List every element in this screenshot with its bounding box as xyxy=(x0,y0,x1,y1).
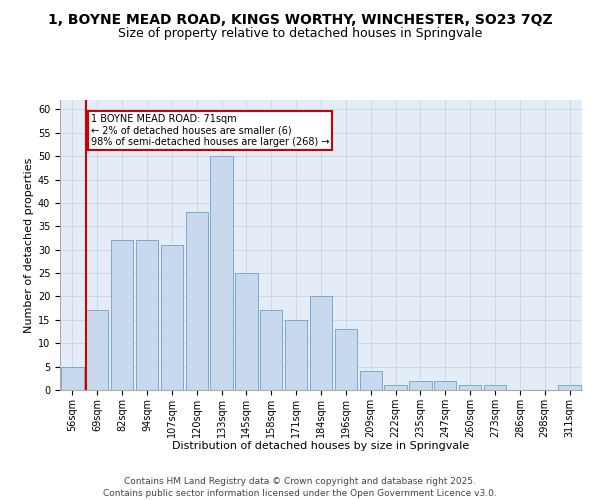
Bar xyxy=(61,366,83,390)
Bar xyxy=(385,386,407,390)
Bar xyxy=(111,240,133,390)
Bar xyxy=(335,329,357,390)
Bar xyxy=(484,386,506,390)
Text: 1 BOYNE MEAD ROAD: 71sqm
← 2% of detached houses are smaller (6)
98% of semi-det: 1 BOYNE MEAD ROAD: 71sqm ← 2% of detache… xyxy=(91,114,329,147)
Bar xyxy=(285,320,307,390)
Bar xyxy=(434,380,457,390)
Y-axis label: Number of detached properties: Number of detached properties xyxy=(23,158,34,332)
Text: 1, BOYNE MEAD ROAD, KINGS WORTHY, WINCHESTER, SO23 7QZ: 1, BOYNE MEAD ROAD, KINGS WORTHY, WINCHE… xyxy=(47,12,553,26)
Bar xyxy=(359,372,382,390)
Bar xyxy=(161,245,183,390)
Bar xyxy=(409,380,431,390)
Bar xyxy=(260,310,283,390)
Bar xyxy=(211,156,233,390)
Bar xyxy=(559,386,581,390)
Bar xyxy=(310,296,332,390)
X-axis label: Distribution of detached houses by size in Springvale: Distribution of detached houses by size … xyxy=(172,442,470,452)
Text: Contains HM Land Registry data © Crown copyright and database right 2025.
Contai: Contains HM Land Registry data © Crown c… xyxy=(103,476,497,498)
Bar xyxy=(459,386,481,390)
Bar xyxy=(185,212,208,390)
Bar xyxy=(136,240,158,390)
Bar xyxy=(235,273,257,390)
Text: Size of property relative to detached houses in Springvale: Size of property relative to detached ho… xyxy=(118,28,482,40)
Bar xyxy=(86,310,109,390)
